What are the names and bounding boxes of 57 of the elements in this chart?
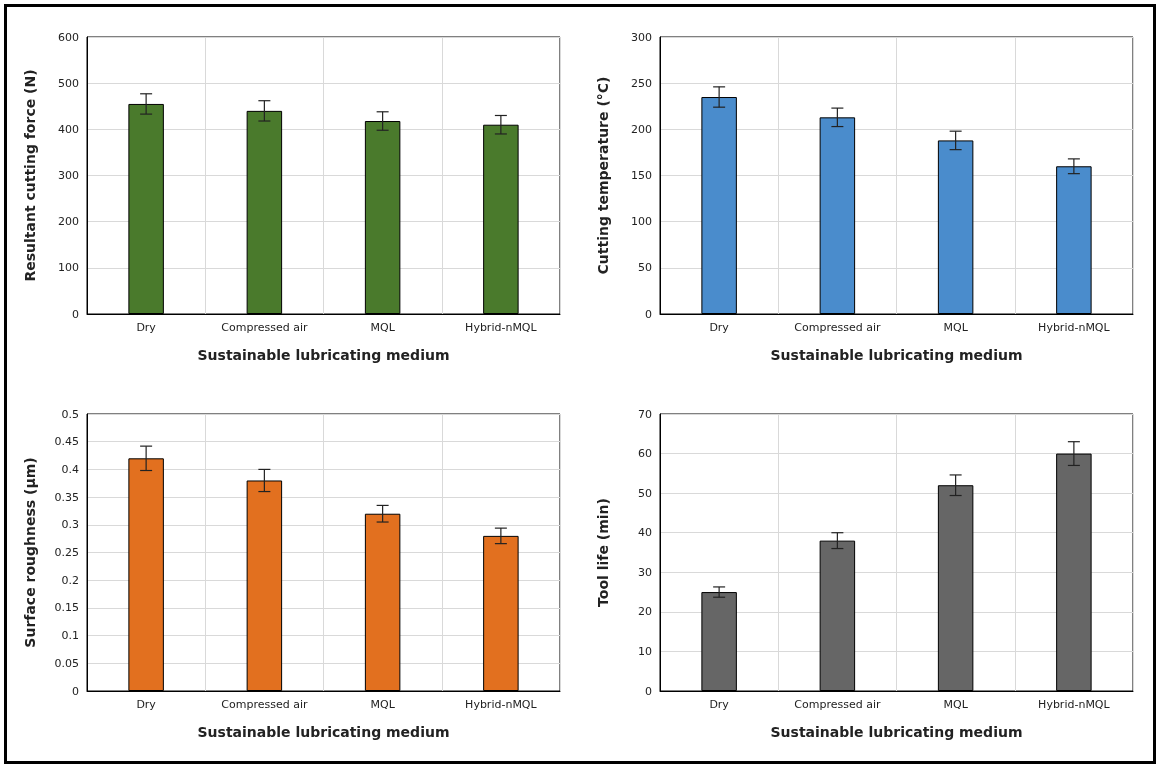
x-tick-label: Dry xyxy=(136,321,157,334)
y-tick-label: 20 xyxy=(638,605,652,619)
x-tick-label: Compressed air xyxy=(794,321,881,334)
y-tick-label: 0.45 xyxy=(54,435,79,449)
x-tick-label: MQL xyxy=(943,698,969,711)
y-axis-title: Resultant cutting force (N) xyxy=(22,69,38,282)
y-tick-label: 200 xyxy=(58,215,79,229)
x-axis-title: Sustainable lubricating medium xyxy=(770,724,1023,740)
y-tick-label: 500 xyxy=(58,76,79,90)
y-tick-label: 50 xyxy=(638,261,652,275)
x-tick-label: Dry xyxy=(136,698,157,711)
x-axis-title: Sustainable lubricating medium xyxy=(197,347,450,363)
y-tick-label: 0.3 xyxy=(61,518,79,532)
x-tick-label: Compressed air xyxy=(221,321,308,334)
x-tick-label: Dry xyxy=(709,698,730,711)
x-tick-label: Compressed air xyxy=(794,698,881,711)
y-tick-label: 70 xyxy=(638,407,652,421)
y-tick-label: 40 xyxy=(638,526,652,540)
x-tick-label: Hybrid-nMQL xyxy=(465,698,538,711)
y-tick-label: 300 xyxy=(631,30,652,44)
x-tick-label: MQL xyxy=(943,321,969,334)
x-axis-title: Sustainable lubricating medium xyxy=(197,724,450,740)
y-tick-label: 0.05 xyxy=(54,656,79,670)
y-tick-label: 0 xyxy=(72,684,79,698)
y-tick-label: 400 xyxy=(58,122,79,136)
y-tick-label: 0 xyxy=(72,307,79,321)
y-tick-label: 30 xyxy=(638,565,652,579)
y-tick-label: 0.1 xyxy=(61,629,79,643)
y-tick-label: 100 xyxy=(58,261,79,275)
y-tick-label: 0.35 xyxy=(54,490,79,504)
y-tick-label: 0.4 xyxy=(61,462,79,476)
y-tick-label: 250 xyxy=(631,76,652,90)
y-tick-label: 100 xyxy=(631,215,652,229)
y-tick-label: 0.25 xyxy=(54,546,79,559)
y-tick-label: 0.5 xyxy=(61,407,79,421)
y-tick-label: 300 xyxy=(58,169,79,182)
x-tick-label: MQL xyxy=(370,698,396,711)
y-tick-label: 200 xyxy=(631,122,652,136)
y-tick-label: 60 xyxy=(638,447,652,461)
x-tick-label: Compressed air xyxy=(221,698,308,711)
x-tick-label: Dry xyxy=(709,321,730,334)
y-tick-label: 600 xyxy=(58,30,79,44)
x-tick-label: Hybrid-nMQL xyxy=(1038,321,1111,334)
x-tick-label: MQL xyxy=(370,321,396,334)
y-axis-title: Surface roughness (µm) xyxy=(22,457,38,648)
y-tick-label: 0.2 xyxy=(61,573,79,587)
x-tick-label: Hybrid-nMQL xyxy=(465,321,538,334)
y-axis-title: Cutting temperature (°C) xyxy=(595,76,611,275)
y-axis-title: Tool life (min) xyxy=(595,498,611,607)
y-tick-label: 150 xyxy=(631,169,652,182)
y-tick-label: 0.15 xyxy=(54,601,79,615)
y-tick-label: 0 xyxy=(645,307,652,321)
x-tick-label: Hybrid-nMQL xyxy=(1038,698,1111,711)
y-tick-label: 0 xyxy=(645,684,652,698)
y-tick-label: 50 xyxy=(638,486,652,500)
y-tick-label: 10 xyxy=(638,644,652,658)
x-axis-title: Sustainable lubricating medium xyxy=(770,347,1023,363)
